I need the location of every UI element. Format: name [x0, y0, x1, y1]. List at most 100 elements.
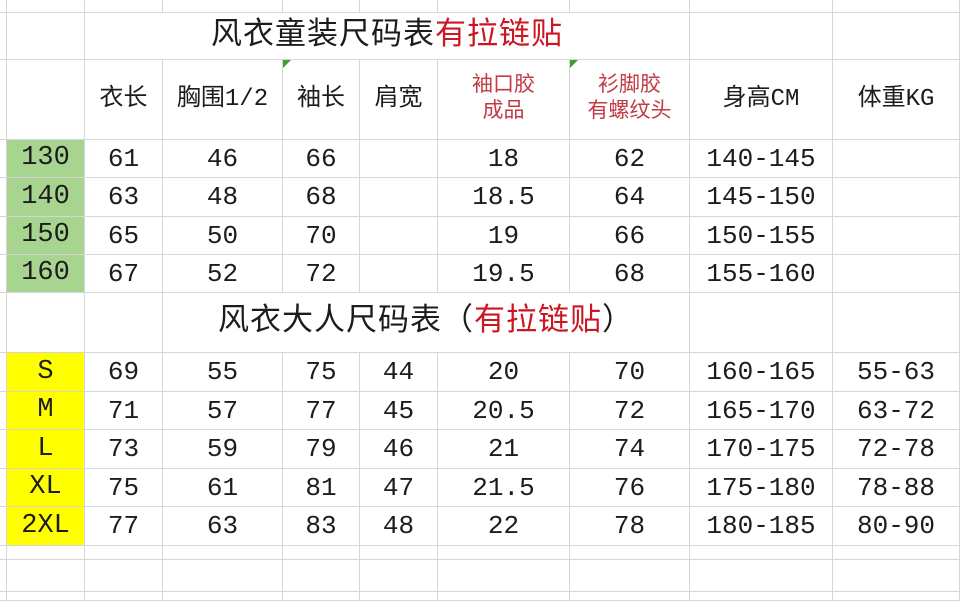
adults-title-zipper-note: 有拉链贴 [474, 305, 602, 340]
cell-corner-marker-icon [570, 60, 578, 68]
size-cell: S [7, 353, 85, 392]
data-cell: 71 [85, 392, 163, 430]
data-cell: 18 [438, 140, 570, 178]
data-cell: 81 [283, 469, 360, 507]
empty-cell [0, 0, 7, 13]
kids-title-zipper-note: 有拉链贴 [435, 18, 563, 54]
header-sleeve-length: 袖长 [283, 60, 360, 140]
empty-cell [7, 546, 85, 560]
data-cell: 150-155 [690, 217, 833, 255]
empty-cell [7, 13, 85, 60]
data-cell: 55 [163, 353, 283, 392]
data-cell: 77 [85, 507, 163, 546]
header-chest-half: 胸围1/2 [163, 60, 283, 140]
empty-cell [570, 560, 690, 592]
data-cell: 83 [283, 507, 360, 546]
empty-cell [690, 560, 833, 592]
header-hem-rib-line1: 衫脚胶 [598, 74, 661, 98]
empty-cell [0, 217, 7, 255]
adults-table-title: 风衣大人尺码表（ 有拉链贴） [163, 293, 690, 353]
empty-cell [0, 546, 7, 560]
empty-cell [360, 592, 438, 601]
size-cell: 130 [7, 140, 85, 178]
data-cell: 68 [283, 178, 360, 217]
data-cell: 165-170 [690, 392, 833, 430]
data-cell [360, 178, 438, 217]
data-cell: 70 [570, 353, 690, 392]
header-hem-rib-line2: 有螺纹头 [587, 100, 672, 124]
empty-cell [360, 0, 438, 13]
data-cell: 20 [438, 353, 570, 392]
empty-cell [570, 0, 690, 13]
empty-cell [833, 0, 960, 13]
kids-table-title: 风衣童装尺码表 有拉链贴 [85, 13, 690, 60]
data-cell: 46 [163, 140, 283, 178]
adults-title-close-paren: ） [602, 305, 634, 340]
empty-cell [833, 293, 960, 353]
empty-cell [690, 0, 833, 13]
empty-cell [690, 13, 833, 60]
empty-cell [7, 560, 85, 592]
size-cell: 2XL [7, 507, 85, 546]
data-cell: 66 [283, 140, 360, 178]
data-cell: 19.5 [438, 255, 570, 293]
size-cell: 160 [7, 255, 85, 293]
data-cell: 20.5 [438, 392, 570, 430]
empty-cell [85, 546, 163, 560]
data-cell [833, 217, 960, 255]
empty-cell [283, 560, 360, 592]
data-cell: 21 [438, 430, 570, 469]
data-cell: 44 [360, 353, 438, 392]
empty-cell [7, 293, 85, 353]
empty-cell [163, 592, 283, 601]
empty-cell [690, 592, 833, 601]
header-height-cm: 身高CM [690, 60, 833, 140]
empty-cell [283, 546, 360, 560]
data-cell: 170-175 [690, 430, 833, 469]
data-cell: 55-63 [833, 353, 960, 392]
empty-cell [0, 255, 7, 293]
data-cell [360, 255, 438, 293]
header-hem-rib: 衫脚胶 有螺纹头 [570, 60, 690, 140]
data-cell: 155-160 [690, 255, 833, 293]
empty-cell [0, 178, 7, 217]
data-cell: 76 [570, 469, 690, 507]
data-cell: 46 [360, 430, 438, 469]
empty-cell [283, 592, 360, 601]
data-cell: 47 [360, 469, 438, 507]
empty-cell [570, 592, 690, 601]
data-cell: 72 [283, 255, 360, 293]
data-cell: 140-145 [690, 140, 833, 178]
empty-cell [0, 469, 7, 507]
header-sleeve-length-label: 袖长 [297, 85, 345, 113]
data-cell: 180-185 [690, 507, 833, 546]
empty-cell [833, 546, 960, 560]
empty-cell [0, 430, 7, 469]
data-cell: 48 [163, 178, 283, 217]
data-cell: 67 [85, 255, 163, 293]
cell-corner-marker-icon [283, 60, 291, 68]
data-cell: 57 [163, 392, 283, 430]
header-shoulder-width: 肩宽 [360, 60, 438, 140]
empty-cell [0, 13, 7, 60]
data-cell [833, 255, 960, 293]
size-cell: M [7, 392, 85, 430]
data-cell [833, 178, 960, 217]
data-cell: 63-72 [833, 392, 960, 430]
size-cell: XL [7, 469, 85, 507]
size-cell: L [7, 430, 85, 469]
data-cell: 62 [570, 140, 690, 178]
header-weight-kg: 体重KG [833, 60, 960, 140]
data-cell: 63 [85, 178, 163, 217]
empty-cell [85, 592, 163, 601]
data-cell: 59 [163, 430, 283, 469]
data-cell: 79 [283, 430, 360, 469]
size-cell: 140 [7, 178, 85, 217]
empty-cell [0, 392, 7, 430]
data-cell: 78-88 [833, 469, 960, 507]
data-cell: 61 [85, 140, 163, 178]
data-cell: 73 [85, 430, 163, 469]
empty-cell [833, 560, 960, 592]
header-cuff-rib-line1: 袖口胶 [472, 74, 535, 98]
data-cell: 75 [85, 469, 163, 507]
